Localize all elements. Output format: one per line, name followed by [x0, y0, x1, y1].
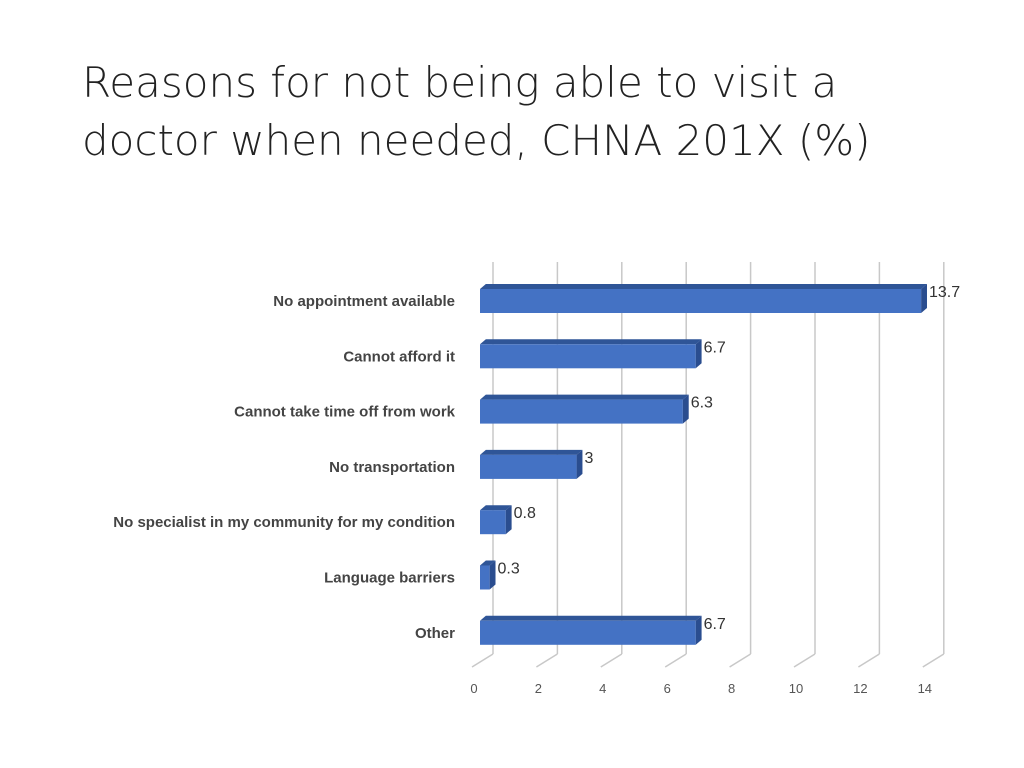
bar-front-face: [480, 565, 490, 590]
gridline-floor: [729, 653, 751, 668]
bar: [480, 615, 702, 645]
bar: [480, 560, 496, 590]
bar-side-face: [695, 339, 702, 369]
x-axis-tick-labels: 0 2 4 6 8 10 12 14: [470, 681, 932, 696]
data-labels: 13.7 6.7 6.3 3 0.8 0.3 6.7: [498, 284, 961, 633]
gridline-floor: [922, 653, 945, 668]
gridline-floor: [793, 653, 816, 668]
category-label: Other: [415, 625, 455, 642]
x-tick-label: 8: [728, 681, 735, 696]
bar-front-face: [480, 510, 506, 535]
bar-side-face: [682, 394, 689, 424]
gridline-floor: [471, 653, 494, 668]
data-label: 13.7: [929, 284, 960, 301]
bar-front-face: [480, 344, 696, 369]
bar-side-face: [505, 505, 512, 535]
bar-front-face: [480, 620, 696, 645]
gridline-floor: [858, 653, 880, 668]
bar-side-face: [921, 284, 927, 313]
x-tick-label: 12: [853, 681, 867, 696]
x-tick-label: 6: [664, 681, 671, 696]
bar-top-face: [480, 394, 689, 400]
bar: [480, 284, 927, 313]
bar: [480, 394, 689, 424]
x-tick-label: 14: [918, 681, 932, 696]
bar-front-face: [480, 454, 577, 479]
bar-top-face: [480, 339, 702, 345]
data-label: 6.7: [704, 339, 726, 356]
bar-side-face: [576, 449, 583, 479]
bar-side-face: [695, 615, 702, 645]
slide-title: Reasons for not being able to visit a do…: [82, 58, 871, 165]
bar-front-face: [480, 289, 922, 313]
category-label: Cannot afford it: [343, 348, 455, 365]
x-tick-label: 0: [470, 681, 477, 696]
gridline-floor: [536, 653, 558, 668]
x-tick-label: 4: [599, 681, 606, 696]
bar: [480, 505, 512, 535]
bar-front-face: [480, 399, 683, 424]
x-tick-label: 10: [789, 681, 803, 696]
x-tick-label: 2: [535, 681, 542, 696]
category-label: No specialist in my community for my con…: [113, 514, 455, 531]
data-label: 6.3: [691, 395, 713, 412]
bar-top-face: [480, 284, 927, 289]
bar-side-face: [489, 560, 496, 590]
gridline-floor: [664, 653, 687, 668]
category-label: No transportation: [329, 459, 455, 476]
data-label: 0.8: [514, 505, 536, 522]
bar-top-face: [480, 505, 512, 511]
category-label: Language barriers: [324, 570, 455, 587]
bar-top-face: [480, 615, 702, 621]
bar-top-face: [480, 560, 496, 566]
category-labels: No appointment available Cannot afford it…: [113, 293, 455, 642]
gridline-floor: [600, 653, 623, 668]
bar: [480, 449, 583, 479]
bars: [480, 284, 927, 645]
category-label: No appointment available: [273, 293, 455, 310]
bar-top-face: [480, 449, 583, 455]
data-label: 6.7: [704, 616, 726, 633]
data-label: 3: [584, 450, 593, 467]
bar: [480, 339, 702, 369]
data-label: 0.3: [498, 561, 520, 578]
category-label: Cannot take time off from work: [234, 404, 456, 421]
